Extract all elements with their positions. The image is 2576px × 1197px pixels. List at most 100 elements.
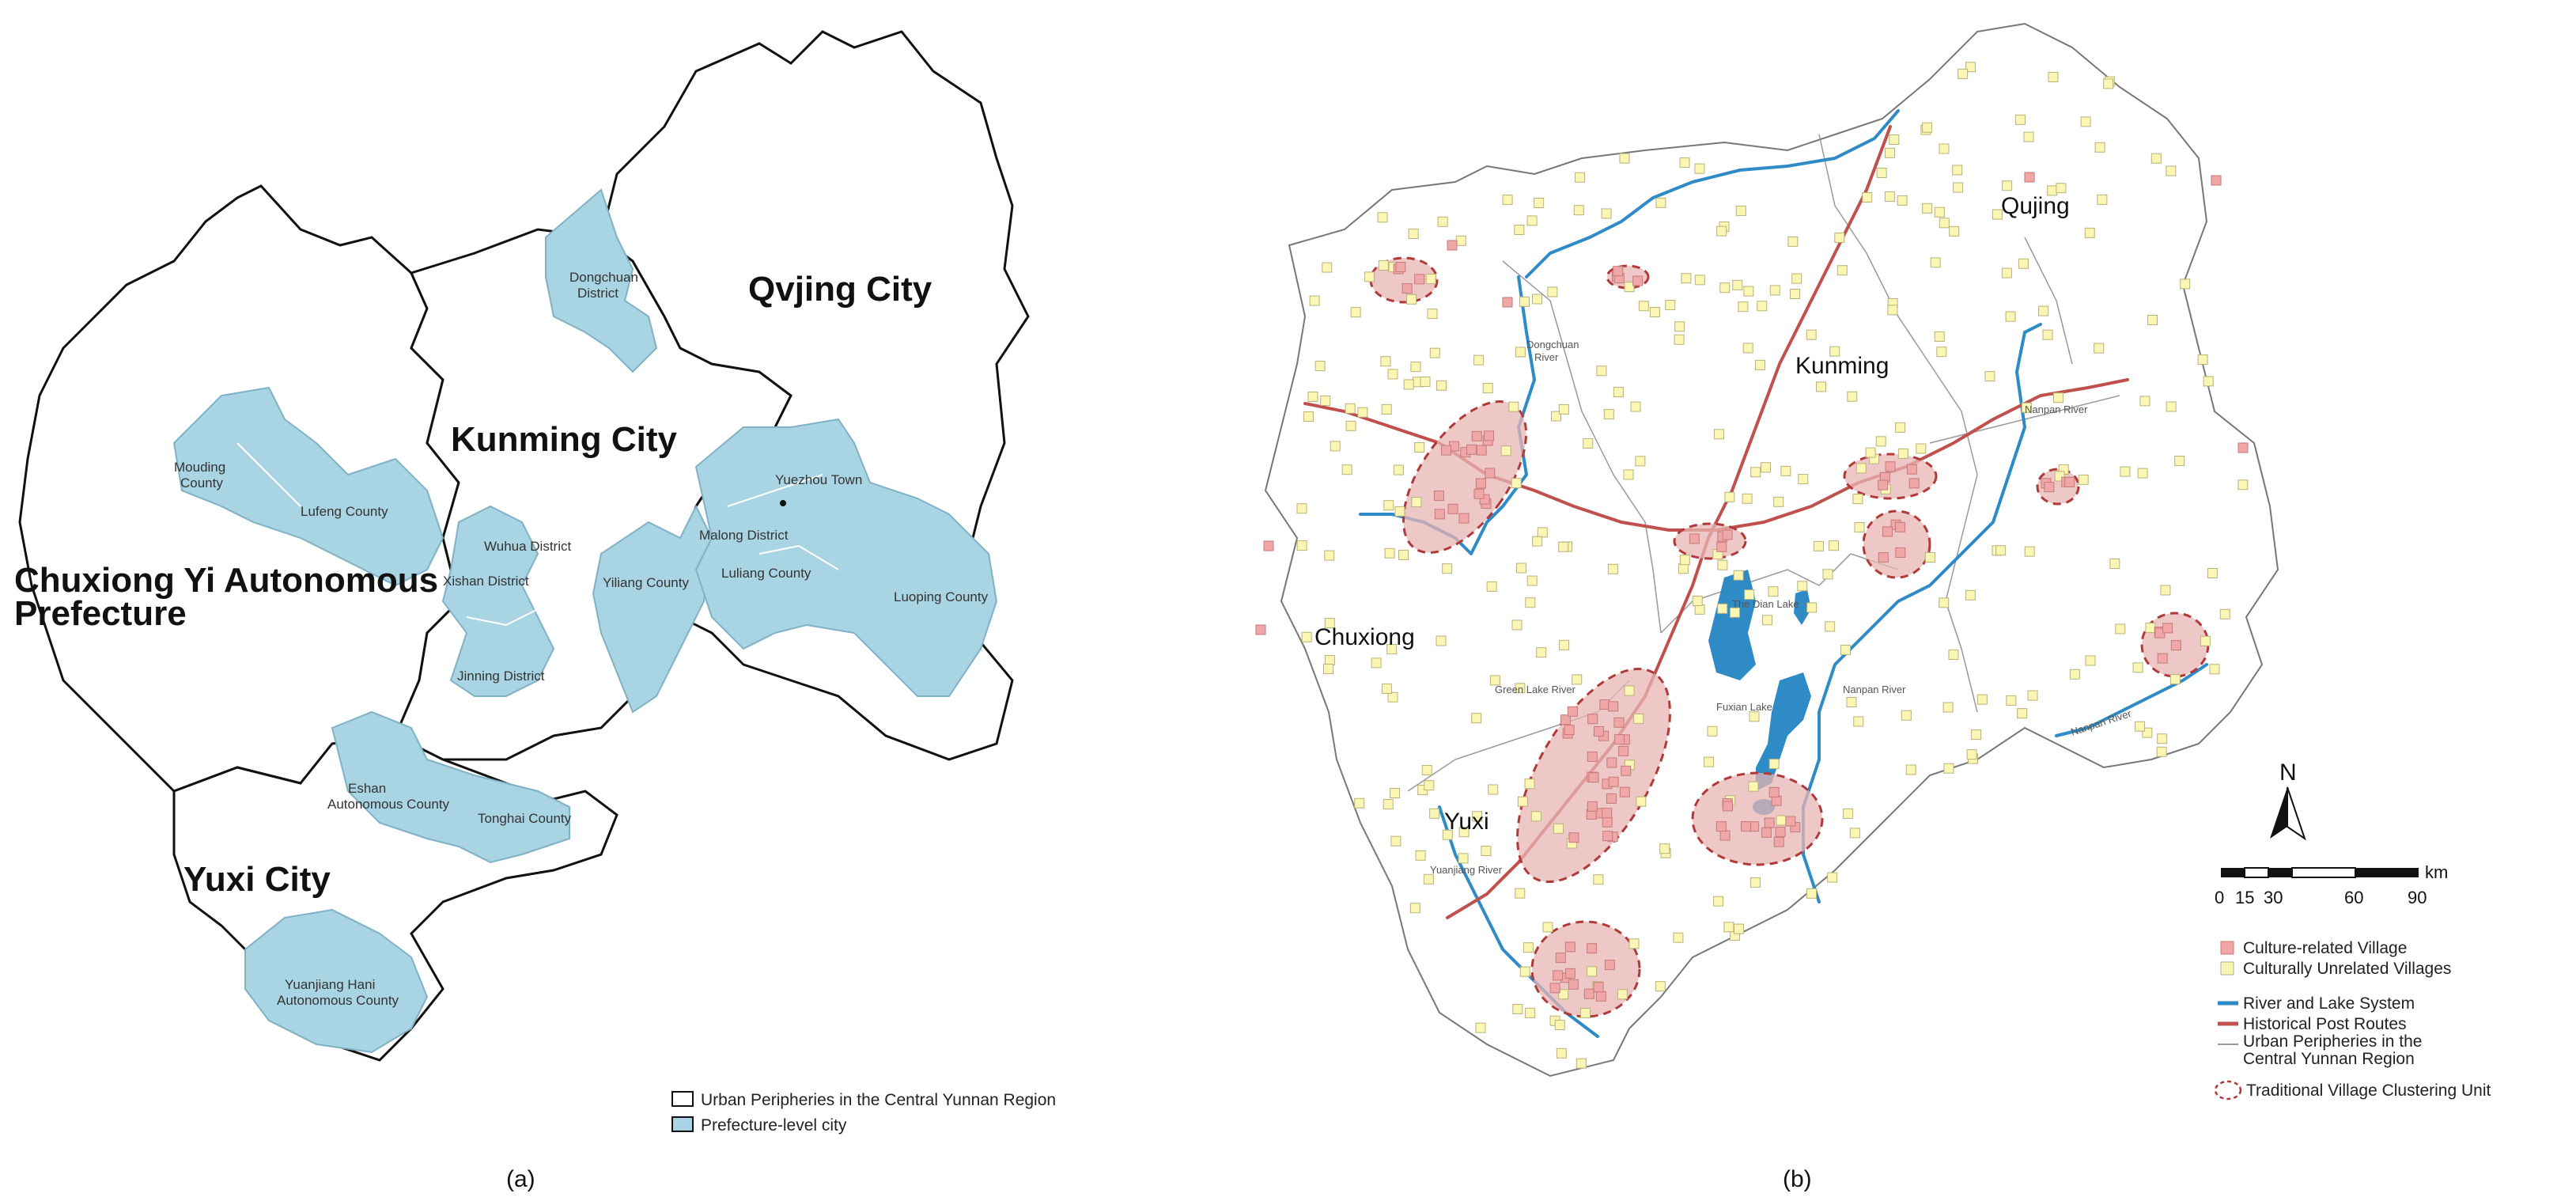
unrelated-village-marker: [1958, 68, 1969, 79]
unrelated-village-marker: [1976, 694, 1988, 705]
unrelated-village-marker: [2237, 479, 2249, 491]
culture-village-marker: [1255, 624, 1266, 635]
yuanjiang-label-2: Autonomous County: [277, 993, 399, 1008]
unrelated-village-marker: [1386, 644, 1398, 655]
unrelated-village-marker: [1624, 282, 1635, 293]
unrelated-village-marker: [1965, 62, 1976, 73]
culture-village-marker: [1484, 430, 1495, 441]
legend-periphery-swatch: [671, 1091, 694, 1107]
unrelated-village-marker: [1411, 497, 1422, 508]
eshan-tonghai-area: [331, 710, 570, 864]
unrelated-village-marker: [2200, 635, 2211, 646]
unrelated-village-marker: [1713, 429, 1724, 440]
culture-village-marker: [1447, 503, 1458, 514]
unrelated-village-marker: [2219, 608, 2230, 619]
unrelated-village-marker: [1638, 301, 1649, 312]
unrelated-village-marker: [1659, 843, 1670, 854]
dian-lake-label: The Dian Lake: [1732, 598, 1799, 610]
unrelated-village-marker: [1769, 285, 1780, 296]
unrelated-village-marker: [2203, 376, 2214, 387]
unrelated-village-marker: [1678, 563, 1689, 574]
unrelated-village-marker: [1458, 827, 1470, 838]
culture-village-marker: [1613, 266, 1624, 277]
unrelated-village-marker: [1733, 570, 1744, 581]
unrelated-village-marker: [2027, 690, 2038, 701]
unrelated-village-marker: [1427, 309, 1438, 320]
culture-village-marker: [1602, 808, 1613, 819]
unrelated-village-marker: [1744, 589, 1755, 600]
unrelated-village-marker: [1966, 749, 1977, 760]
unrelated-village-marker: [1847, 391, 1858, 402]
dongchuan-label-2: District: [577, 286, 618, 301]
green-lake-river-label: Green Lake River: [1495, 684, 1576, 695]
culture-village-marker: [1458, 513, 1470, 524]
unrelated-village-marker: [2166, 165, 2177, 176]
culture-village-marker: [1619, 786, 1630, 797]
unrelated-village-marker: [2052, 392, 2063, 403]
unrelated-village-marker: [2069, 669, 2080, 680]
chuxiong-label-b: Chuxiong: [1314, 624, 1415, 650]
unrelated-village-marker: [1587, 966, 1598, 977]
unrelated-village-marker: [1836, 265, 1848, 276]
unrelated-village-marker: [1515, 563, 1526, 574]
culture-village-marker: [1447, 240, 1458, 251]
unrelated-village-marker: [1953, 182, 1964, 193]
culture-village-marker: [1593, 982, 1604, 993]
unrelated-village-marker: [1916, 443, 1927, 454]
culture-village-marker: [1618, 745, 1629, 756]
culture-village-marker: [2064, 476, 2075, 487]
unrelated-village-marker: [1949, 225, 1960, 237]
unrelated-village-marker: [1515, 347, 1526, 358]
unrelated-village-marker: [1341, 464, 1352, 475]
unrelated-village-marker: [1322, 664, 1333, 675]
legend-culture-text: Culture-related Village: [2243, 939, 2407, 957]
mouding-label-2: County: [180, 475, 223, 491]
unrelated-village-marker: [1393, 464, 1404, 475]
unrelated-village-marker: [1502, 194, 1513, 205]
kunming-label-b: Kunming: [1795, 353, 1889, 379]
unrelated-village-marker: [1922, 122, 1933, 133]
unrelated-village-marker: [1852, 494, 1863, 505]
culture-village-marker: [1549, 983, 1560, 994]
unrelated-village-marker: [1421, 764, 1432, 775]
unrelated-village-marker: [2084, 227, 2095, 238]
culture-village-marker: [1440, 445, 1451, 456]
study-area-boundary: [1264, 22, 2279, 1078]
unrelated-village-marker: [1537, 527, 1548, 538]
unrelated-village-marker: [2097, 194, 2108, 205]
unrelated-village-marker: [1757, 301, 1768, 312]
unrelated-village-marker: [1296, 503, 1307, 514]
unrelated-village-marker: [1525, 1007, 1536, 1018]
unrelated-village-marker: [1729, 607, 1740, 618]
north-arrow-icon: [2270, 787, 2287, 839]
unrelated-village-marker: [1674, 334, 1685, 345]
culture-village-marker: [1567, 706, 1578, 717]
culture-village-marker: [1722, 801, 1733, 812]
unrelated-village-marker: [1717, 559, 1728, 570]
unrelated-village-marker: [1655, 981, 1666, 992]
luliang-label: Luliang County: [721, 566, 811, 581]
unrelated-village-marker: [1630, 401, 1641, 412]
unrelated-village-marker: [1530, 811, 1541, 822]
culture-village-marker: [1471, 430, 1482, 441]
unrelated-village-marker: [1596, 366, 1607, 377]
unrelated-village-marker: [1943, 763, 1954, 774]
unrelated-village-marker: [2080, 116, 2091, 127]
unrelated-village-marker: [1517, 796, 1528, 807]
unrelated-village-marker: [2139, 396, 2150, 407]
unrelated-village-marker: [1922, 203, 1933, 214]
culture-village-marker: [1604, 960, 1615, 971]
unrelated-village-marker: [1500, 445, 1511, 456]
unrelated-village-marker: [1303, 411, 1314, 422]
unrelated-village-marker: [1471, 713, 1482, 724]
unrelated-village-marker: [1754, 359, 1765, 370]
unrelated-village-marker: [1827, 872, 1838, 883]
unrelated-village-marker: [1673, 932, 1684, 943]
culture-village-marker: [1564, 968, 1575, 979]
unrelated-village-marker: [1704, 756, 1715, 767]
scale-tick-15: 15: [2235, 888, 2254, 907]
unrelated-village-marker: [1350, 307, 1361, 318]
unrelated-village-marker: [1408, 228, 1419, 239]
wuhua-label: Wuhua District: [484, 539, 571, 554]
fuxian-lake-label: Fuxian Lake: [1716, 701, 1772, 713]
